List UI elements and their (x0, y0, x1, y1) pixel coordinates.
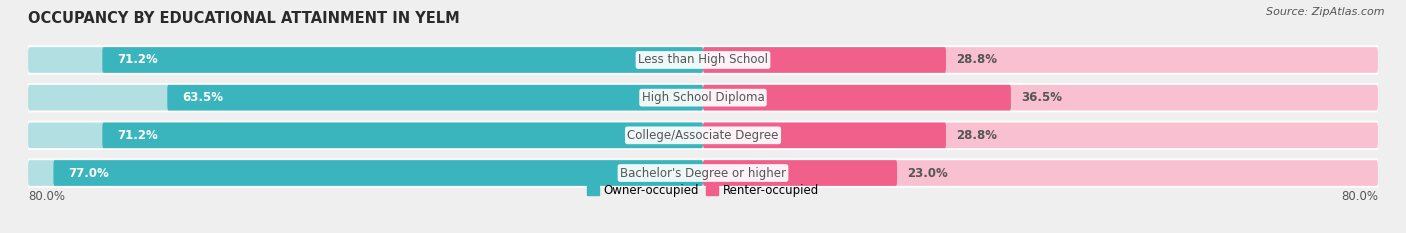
Text: 28.8%: 28.8% (956, 54, 997, 66)
Text: 80.0%: 80.0% (28, 190, 65, 203)
Text: 23.0%: 23.0% (907, 167, 948, 179)
Text: 80.0%: 80.0% (1341, 190, 1378, 203)
FancyBboxPatch shape (103, 47, 703, 73)
Text: College/Associate Degree: College/Associate Degree (627, 129, 779, 142)
FancyBboxPatch shape (703, 123, 946, 148)
FancyBboxPatch shape (28, 47, 703, 73)
Text: 36.5%: 36.5% (1021, 91, 1062, 104)
Text: High School Diploma: High School Diploma (641, 91, 765, 104)
Text: Source: ZipAtlas.com: Source: ZipAtlas.com (1267, 7, 1385, 17)
Text: OCCUPANCY BY EDUCATIONAL ATTAINMENT IN YELM: OCCUPANCY BY EDUCATIONAL ATTAINMENT IN Y… (28, 11, 460, 26)
FancyBboxPatch shape (167, 85, 703, 110)
FancyBboxPatch shape (28, 123, 703, 148)
FancyBboxPatch shape (25, 45, 1381, 75)
Text: 28.8%: 28.8% (956, 129, 997, 142)
FancyBboxPatch shape (703, 160, 897, 186)
FancyBboxPatch shape (703, 85, 1378, 110)
Text: 77.0%: 77.0% (69, 167, 110, 179)
FancyBboxPatch shape (28, 85, 703, 110)
Text: 71.2%: 71.2% (118, 54, 159, 66)
FancyBboxPatch shape (25, 158, 1381, 188)
FancyBboxPatch shape (703, 123, 1378, 148)
Text: Less than High School: Less than High School (638, 54, 768, 66)
FancyBboxPatch shape (103, 123, 703, 148)
FancyBboxPatch shape (703, 160, 1378, 186)
FancyBboxPatch shape (25, 83, 1381, 112)
FancyBboxPatch shape (25, 121, 1381, 150)
FancyBboxPatch shape (703, 47, 1378, 73)
FancyBboxPatch shape (703, 85, 1011, 110)
Text: Bachelor's Degree or higher: Bachelor's Degree or higher (620, 167, 786, 179)
Text: 63.5%: 63.5% (183, 91, 224, 104)
FancyBboxPatch shape (53, 160, 703, 186)
FancyBboxPatch shape (28, 160, 703, 186)
FancyBboxPatch shape (703, 47, 946, 73)
Legend: Owner-occupied, Renter-occupied: Owner-occupied, Renter-occupied (588, 184, 818, 197)
Text: 71.2%: 71.2% (118, 129, 159, 142)
